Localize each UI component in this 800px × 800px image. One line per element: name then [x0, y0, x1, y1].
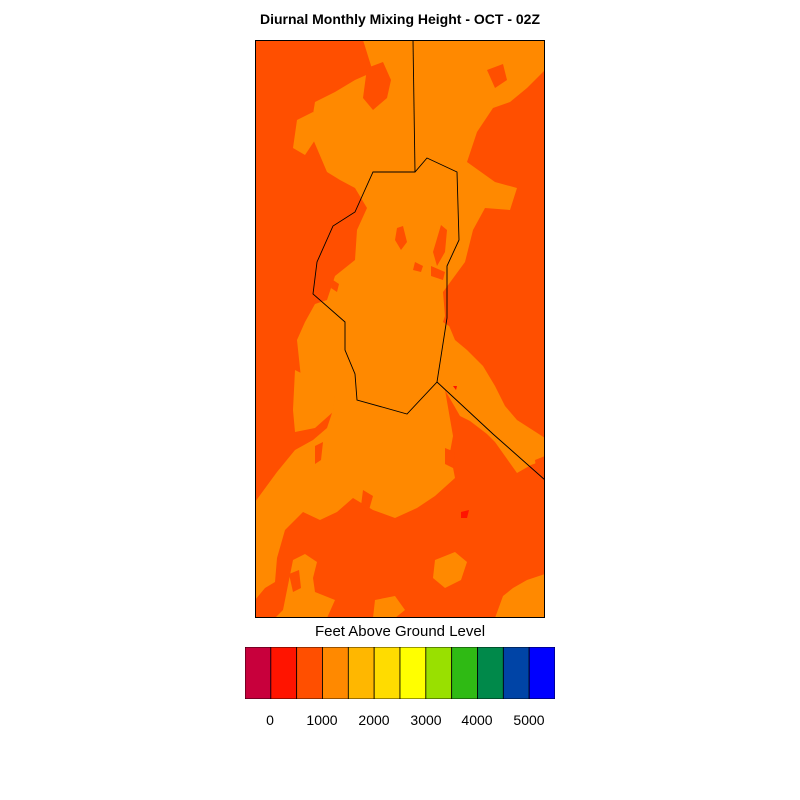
map-title: Diurnal Monthly Mixing Height - OCT - 02… — [260, 11, 540, 27]
colorbar-swatch — [373, 647, 401, 699]
colorbar-swatch — [322, 647, 349, 699]
colorbar-swatch — [451, 647, 478, 699]
contour-region-500-1000 — [443, 316, 453, 326]
contour-region-500-1000 — [413, 262, 423, 272]
colorbar-swatch — [296, 647, 323, 699]
contour-region-500-1000 — [445, 448, 455, 468]
colorbar-tick-label: 0 — [266, 712, 274, 728]
colorbar-swatch — [245, 647, 272, 699]
contour-region-500-1000 — [431, 266, 445, 280]
colorbar-swatch — [347, 647, 375, 699]
contour-region-1000-1500 — [373, 596, 405, 618]
colorbar-tick-label: 2000 — [358, 712, 390, 728]
contour-region-0-500 — [453, 386, 457, 390]
contour-region-500-1000 — [315, 442, 323, 464]
colorbar-swatch — [502, 647, 530, 699]
contour-region-500-1000 — [433, 225, 447, 266]
colorbar-swatch — [528, 647, 555, 699]
contour-map — [255, 40, 545, 618]
colorbar-swatch — [425, 647, 453, 699]
map-frame — [255, 40, 545, 618]
boundary-line — [436, 381, 545, 481]
colorbar-swatch — [399, 647, 427, 699]
contour-region-0-500 — [461, 510, 469, 518]
colorbar-tick-label: 1000 — [306, 712, 338, 728]
colorbar-swatch — [477, 647, 504, 699]
contour-region-1000-1500 — [255, 40, 545, 618]
contour-region-1000-1500 — [293, 370, 335, 432]
contour-region-1000-1500 — [293, 112, 327, 155]
colorbar-tick-label: 5000 — [513, 712, 545, 728]
contour-region-500-1000 — [361, 490, 373, 510]
contour-region-1000-1500 — [433, 552, 467, 588]
contour-region-500-1000 — [535, 456, 545, 480]
colorbar — [245, 647, 555, 699]
colorbar-label: Feet Above Ground Level — [314, 623, 486, 640]
contour-region-500-1000 — [397, 538, 417, 552]
contour-region-500-1000 — [395, 226, 407, 250]
colorbar-tick-label: 4000 — [461, 712, 493, 728]
contour-region-500-1000 — [331, 280, 339, 292]
boundary-line — [412, 40, 416, 173]
county-boundary — [312, 157, 460, 415]
contour-region-500-1000 — [363, 62, 391, 110]
colorbar-tick-label: 3000 — [410, 712, 442, 728]
contour-region-500-1000 — [487, 64, 507, 88]
colorbar-swatch — [270, 647, 298, 699]
contour-region-500-1000 — [289, 570, 301, 592]
